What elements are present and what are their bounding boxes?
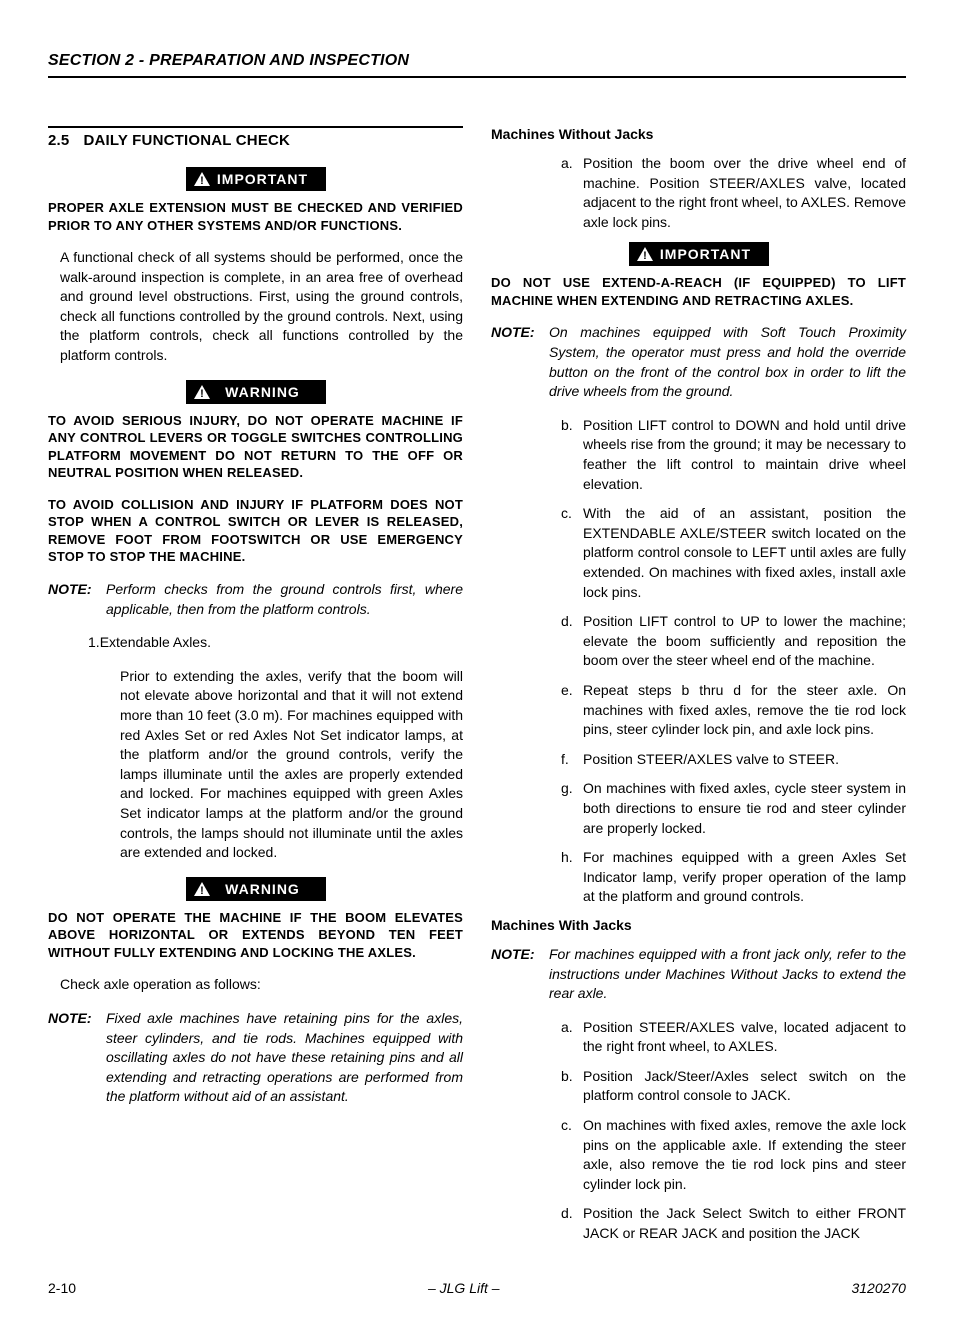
note-label: NOTE: bbox=[491, 323, 549, 401]
important-badge: ! IMPORTANT bbox=[629, 242, 769, 266]
list-item-1: 1. Extendable Axles. bbox=[48, 633, 463, 653]
alert-icon: ! bbox=[194, 172, 210, 186]
note-body: For machines equipped with a front jack … bbox=[549, 945, 906, 1004]
step-text: With the aid of an assistant, position t… bbox=[583, 504, 906, 602]
note-block: NOTE: For machines equipped with a front… bbox=[491, 945, 906, 1004]
warning-label: WARNING bbox=[216, 881, 324, 897]
step-letter: e. bbox=[561, 681, 583, 740]
step-text: Position LIFT control to DOWN and hold u… bbox=[583, 416, 906, 494]
warning-text-a: TO AVOID SERIOUS INJURY, DO NOT OPERATE … bbox=[48, 412, 463, 482]
step-text: Position STEER/AXLES valve to STEER. bbox=[583, 750, 906, 770]
important-text: DO NOT USE EXTEND-A-REACH (IF EQUIPPED) … bbox=[491, 274, 906, 309]
important-label: IMPORTANT bbox=[216, 171, 324, 187]
list-body: Prior to extending the axles, verify tha… bbox=[48, 667, 463, 863]
right-column: Machines Without Jacks a. Position the b… bbox=[491, 126, 906, 1244]
step-letter: a. bbox=[561, 1018, 583, 1057]
note-block: NOTE: Fixed axle machines have retaining… bbox=[48, 1009, 463, 1107]
step-text: Position STEER/AXLES valve, located adja… bbox=[583, 1018, 906, 1057]
note-body: Fixed axle machines have retaining pins … bbox=[106, 1009, 463, 1107]
subheading-with-jacks: Machines With Jacks bbox=[491, 917, 906, 933]
step-c: c.With the aid of an assistant, position… bbox=[561, 504, 906, 602]
warning-badge: ! WARNING bbox=[186, 877, 326, 901]
left-column: 2.5 DAILY FUNCTIONAL CHECK ! IMPORTANT PR… bbox=[48, 126, 463, 1244]
check-op-paragraph: Check axle operation as follows: bbox=[48, 975, 463, 995]
step-b: b.Position Jack/Steer/Axles select switc… bbox=[561, 1067, 906, 1106]
note-label: NOTE: bbox=[48, 1009, 106, 1107]
step-text: On machines with fixed axles, remove the… bbox=[583, 1116, 906, 1194]
step-c: c.On machines with fixed axles, remove t… bbox=[561, 1116, 906, 1194]
step-text: On machines with fixed axles, cycle stee… bbox=[583, 779, 906, 838]
page-header: SECTION 2 - PREPARATION AND INSPECTION bbox=[48, 52, 906, 78]
note-block: NOTE: Perform checks from the ground con… bbox=[48, 580, 463, 619]
alert-icon: ! bbox=[637, 247, 653, 261]
step-text: Position LIFT control to UP to lower the… bbox=[583, 612, 906, 671]
important-text: PROPER AXLE EXTENSION MUST BE CHECKED AN… bbox=[48, 199, 463, 234]
step-e: e.Repeat steps b thru d for the steer ax… bbox=[561, 681, 906, 740]
intro-paragraph: A functional check of all systems should… bbox=[48, 248, 463, 366]
step-text: Position the Jack Select Switch to eithe… bbox=[583, 1204, 906, 1243]
step-f: f.Position STEER/AXLES valve to STEER. bbox=[561, 750, 906, 770]
footer-doc-number: 3120270 bbox=[851, 1280, 906, 1296]
step-letter: b. bbox=[561, 1067, 583, 1106]
important-badge: ! IMPORTANT bbox=[186, 167, 326, 191]
note-label: NOTE: bbox=[491, 945, 549, 1004]
list-number: 1. bbox=[48, 633, 100, 653]
letter-list: b.Position LIFT control to DOWN and hold… bbox=[491, 416, 906, 907]
step-d: d.Position LIFT control to UP to lower t… bbox=[561, 612, 906, 671]
step-letter: d. bbox=[561, 612, 583, 671]
section-number: 2.5 bbox=[48, 132, 69, 149]
step-letter: c. bbox=[561, 504, 583, 602]
section-name: DAILY FUNCTIONAL CHECK bbox=[83, 132, 290, 149]
step-d: d.Position the Jack Select Switch to eit… bbox=[561, 1204, 906, 1243]
warning-text-b: TO AVOID COLLISION AND INJURY IF PLATFOR… bbox=[48, 496, 463, 566]
step-a: a.Position STEER/AXLES valve, located ad… bbox=[561, 1018, 906, 1057]
step-letter: b. bbox=[561, 416, 583, 494]
warning-badge: ! WARNING bbox=[186, 380, 326, 404]
svg-text:!: ! bbox=[200, 388, 204, 399]
important-label: IMPORTANT bbox=[659, 246, 767, 262]
svg-text:!: ! bbox=[643, 250, 647, 261]
step-a: a. Position the boom over the drive whee… bbox=[561, 154, 906, 232]
warning-label: WARNING bbox=[216, 384, 324, 400]
two-column-layout: 2.5 DAILY FUNCTIONAL CHECK ! IMPORTANT PR… bbox=[48, 126, 906, 1244]
step-letter: c. bbox=[561, 1116, 583, 1194]
step-letter: a. bbox=[561, 154, 583, 232]
footer-page-number: 2-10 bbox=[48, 1280, 76, 1296]
list-label: Extendable Axles. bbox=[100, 633, 463, 653]
note-body: On machines equipped with Soft Touch Pro… bbox=[549, 323, 906, 401]
footer-brand: – JLG Lift – bbox=[428, 1280, 500, 1296]
warning-text-c: DO NOT OPERATE THE MACHINE IF THE BOOM E… bbox=[48, 909, 463, 962]
svg-text:!: ! bbox=[200, 175, 204, 186]
alert-icon: ! bbox=[194, 882, 210, 896]
note-label: NOTE: bbox=[48, 580, 106, 619]
step-letter: f. bbox=[561, 750, 583, 770]
section-title: 2.5 DAILY FUNCTIONAL CHECK bbox=[48, 126, 463, 149]
page-footer: 2-10 – JLG Lift – 3120270 bbox=[48, 1280, 906, 1296]
step-letter: g. bbox=[561, 779, 583, 838]
step-text: Position the boom over the drive wheel e… bbox=[583, 154, 906, 232]
letter-list: a. Position the boom over the drive whee… bbox=[491, 154, 906, 232]
letter-list: a.Position STEER/AXLES valve, located ad… bbox=[491, 1018, 906, 1244]
note-body: Perform checks from the ground controls … bbox=[106, 580, 463, 619]
step-text: Position Jack/Steer/Axles select switch … bbox=[583, 1067, 906, 1106]
svg-text:!: ! bbox=[200, 885, 204, 896]
step-g: g.On machines with fixed axles, cycle st… bbox=[561, 779, 906, 838]
step-h: h.For machines equipped with a green Axl… bbox=[561, 848, 906, 907]
step-letter: h. bbox=[561, 848, 583, 907]
step-text: Repeat steps b thru d for the steer axle… bbox=[583, 681, 906, 740]
alert-icon: ! bbox=[194, 385, 210, 399]
step-letter: d. bbox=[561, 1204, 583, 1243]
step-text: For machines equipped with a green Axles… bbox=[583, 848, 906, 907]
step-b: b.Position LIFT control to DOWN and hold… bbox=[561, 416, 906, 494]
subheading-without-jacks: Machines Without Jacks bbox=[491, 126, 906, 142]
note-block: NOTE: On machines equipped with Soft Tou… bbox=[491, 323, 906, 401]
